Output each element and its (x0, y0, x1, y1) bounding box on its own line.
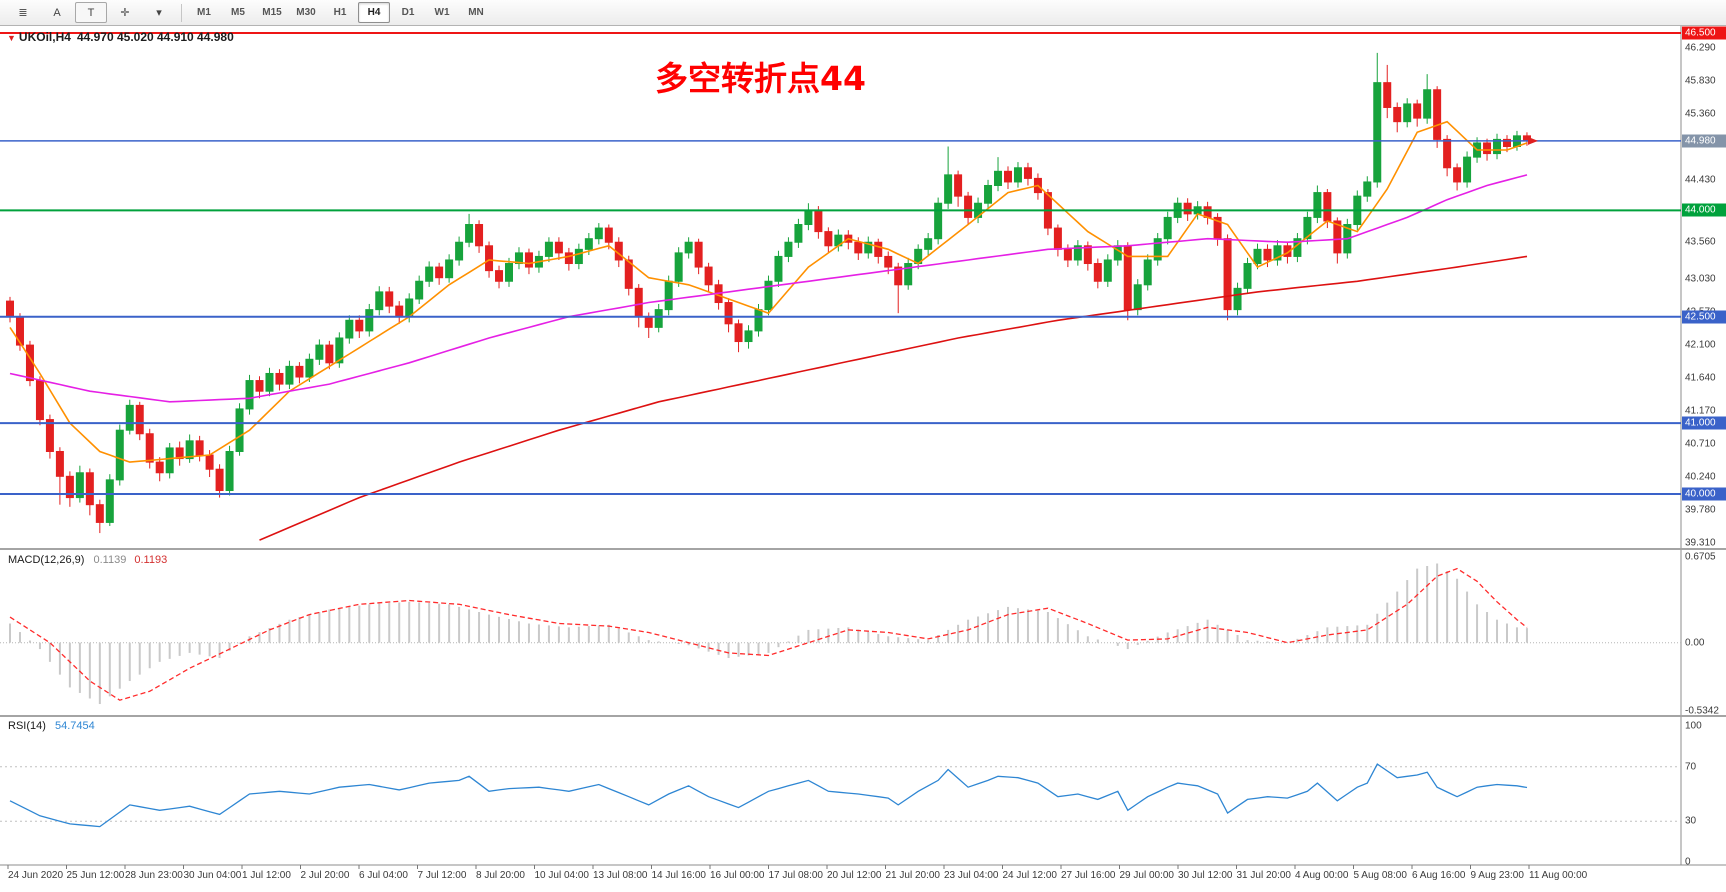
time-axis-label: 23 Jul 04:00 (944, 870, 999, 881)
price-tick-label: 41.640 (1685, 372, 1716, 384)
price-badge-44.980: 44.980 (1682, 134, 1726, 148)
timeframe-button-h1[interactable]: H1 (333, 7, 347, 18)
macd-scale-label: -0.5342 (1685, 705, 1719, 717)
ma-fast-orange-line (9, 120, 1528, 463)
annotation-text-a-tool[interactable]: A (53, 6, 61, 19)
rsi-scale-label: 70 (1685, 761, 1697, 773)
timeframe-button-h4[interactable]: H4 (358, 2, 390, 23)
rsi-indicator-label: RSI(14) 54.7454 (8, 720, 95, 732)
text-label-tool[interactable]: T (75, 2, 107, 23)
time-axis-label: 29 Jul 00:00 (1119, 870, 1175, 881)
time-axis-label: 10 Jul 04:00 (534, 870, 590, 881)
time-axis-label: 24 Jul 12:00 (1002, 870, 1058, 881)
rsi-scale-label: 100 (1685, 720, 1702, 732)
time-axis-label: 25 Jun 12:00 (66, 870, 125, 881)
price-badge-44.000: 44.000 (1682, 203, 1726, 217)
macd-panel[interactable] (0, 551, 1680, 715)
panel-splitter-rsi[interactable] (0, 715, 1680, 718)
time-axis-label: 6 Aug 16:00 (1412, 870, 1466, 881)
symbol-period-label: UKOil,H4 (18, 30, 71, 44)
price-tick-label: 39.310 (1685, 537, 1716, 549)
time-axis-label: 7 Jul 12:00 (417, 870, 467, 881)
macd-scale-label: 0.00 (1685, 637, 1705, 649)
price-tick-label: 41.170 (1685, 405, 1716, 417)
time-axis-label: 5 Aug 08:00 (1353, 870, 1407, 881)
price-badge-42.500: 42.500 (1682, 310, 1726, 324)
time-axis-label: 31 Jul 20:00 (1236, 870, 1292, 881)
price-tick-label: 43.560 (1685, 236, 1716, 248)
price-badge-40.000: 40.000 (1682, 487, 1726, 501)
crosshair-tool[interactable]: ✛ (120, 7, 130, 19)
macd-main-value: 0.1139 (93, 554, 127, 566)
timeframe-button-m1[interactable]: M1 (197, 7, 211, 18)
time-axis-label: 4 Aug 00:00 (1295, 870, 1349, 881)
time-axis-label: 9 Aug 23:00 (1470, 870, 1524, 881)
price-tick-label: 39.780 (1685, 504, 1716, 516)
chart-list-icon[interactable]: ≣ (18, 7, 28, 19)
price-tick-label: 40.240 (1685, 471, 1716, 483)
ma-mid-magenta-line (9, 174, 1528, 403)
macd-signal-value: 0.1193 (134, 554, 168, 566)
macd-name: MACD(12,26,9) (8, 554, 85, 566)
rsi-value: 54.7454 (54, 720, 95, 732)
price-tick-label: 46.290 (1685, 42, 1716, 54)
time-axis-label: 24 Jun 2020 (8, 870, 64, 881)
price-tick-label: 45.360 (1685, 108, 1716, 120)
price-badge-41.000: 41.000 (1682, 416, 1726, 430)
toolbar-separator (181, 3, 182, 22)
time-axis-label: 27 Jul 16:00 (1061, 870, 1116, 881)
time-axis-label: 30 Jul 12:00 (1178, 870, 1233, 881)
time-axis-label: 1 Jul 12:00 (242, 870, 291, 881)
timeframe-button-d1[interactable]: D1 (401, 7, 415, 18)
time-axis-label: 28 Jun 23:00 (125, 870, 183, 881)
time-axis-label: 6 Jul 04:00 (359, 870, 408, 881)
price-badge-46.500: 46.500 (1682, 26, 1726, 40)
macd-indicator-label: MACD(12,26,9) 0.1139 0.1193 (8, 554, 167, 566)
price-tick-label: 44.430 (1685, 174, 1716, 186)
price-direction-icon: ▼ (7, 33, 16, 43)
time-axis-label: 17 Jul 08:00 (768, 870, 824, 881)
time-axis-label: 20 Jul 12:00 (827, 870, 882, 881)
timeframe-button-m5[interactable]: M5 (231, 7, 245, 18)
time-axis-label: 16 Jul 00:00 (710, 870, 765, 881)
time-axis-label: 2 Jul 20:00 (300, 870, 350, 881)
panel-splitter-macd[interactable] (0, 548, 1680, 551)
rsi-scale-label: 30 (1685, 815, 1697, 827)
chart-annotation-text[interactable]: 多空转折点44 (655, 59, 866, 98)
macd-scale-label: 0.6705 (1685, 551, 1716, 563)
ma-slow-red-line (259, 255, 1528, 541)
price-tick-label: 42.100 (1685, 339, 1716, 351)
price-tick-label: 40.710 (1685, 438, 1716, 450)
time-axis-label: 8 Jul 20:00 (476, 870, 525, 881)
main-toolbar: ≣ A T ✛ ▾ M1 M5 M15 M30 H1 H4 D1 W1 MN (0, 0, 1726, 26)
price-tick-label: 45.830 (1685, 75, 1716, 87)
rsi-panel[interactable] (0, 718, 1680, 864)
time-axis-label: 13 Jul 08:00 (593, 870, 648, 881)
time-axis-label: 30 Jun 04:00 (183, 870, 242, 881)
time-axis-label: 14 Jul 16:00 (651, 870, 707, 881)
time-axis-label: 11 Aug 00:00 (1529, 870, 1588, 881)
price-tick-label: 43.030 (1685, 273, 1716, 285)
timeframe-button-m30[interactable]: M30 (296, 7, 316, 18)
price-panel[interactable] (0, 26, 1680, 548)
chart-title: ▼ UKOil,H4 44.970 45.020 44.910 44.980 (7, 30, 234, 44)
timeframe-button-mn[interactable]: MN (468, 7, 484, 18)
ohlc-values: 44.970 45.020 44.910 44.980 (76, 30, 234, 44)
timeframe-button-w1[interactable]: W1 (434, 7, 450, 18)
time-axis-label: 21 Jul 20:00 (885, 870, 941, 881)
rsi-name: RSI(14) (8, 720, 46, 732)
timeframe-button-m15[interactable]: M15 (262, 7, 282, 18)
rsi-scale-label: 0 (1685, 856, 1691, 868)
tools-dropdown-caret[interactable]: ▾ (156, 7, 162, 19)
